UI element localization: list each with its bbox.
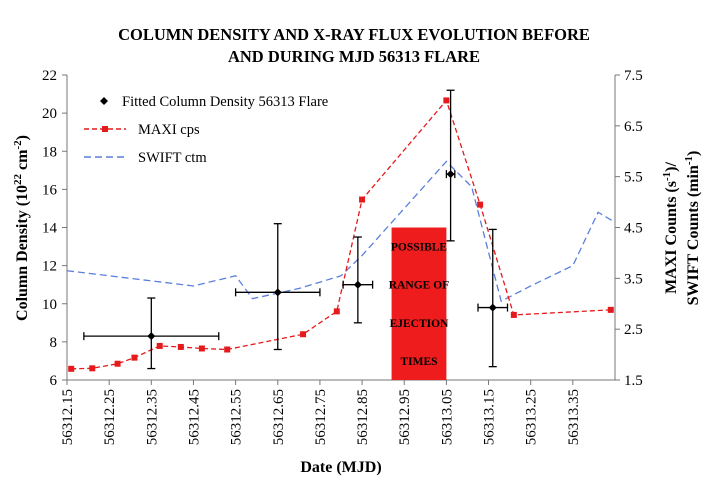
y-tick-label: 6 xyxy=(50,373,58,389)
chart-title-line-1: COLUMN DENSITY AND X-RAY FLUX EVOLUTION … xyxy=(118,25,590,44)
x-tick-label: 56312.15 xyxy=(60,389,76,445)
swift-line xyxy=(66,160,616,303)
x-tick-label: 56313.15 xyxy=(482,389,498,445)
y2-tick-label: 1.5 xyxy=(624,373,643,389)
x-tick-label: 56312.75 xyxy=(313,389,329,445)
column-density-point xyxy=(477,228,509,368)
maxi-point xyxy=(89,365,96,372)
y2-tick-label: 3.5 xyxy=(624,271,643,287)
chart-title-line-2: AND DURING MJD 56313 FLARE xyxy=(228,47,480,66)
y2-tick-label: 6.5 xyxy=(624,119,643,135)
legend-label-maxi: MAXI cps xyxy=(138,122,200,138)
y-tick-label: 8 xyxy=(50,335,58,351)
ejection-label-line-3: EJECTION xyxy=(390,318,449,330)
maxi-point xyxy=(607,306,614,313)
swift-series xyxy=(66,160,616,303)
x-tick-label: 56312.85 xyxy=(355,389,371,445)
column-density-point xyxy=(342,236,374,324)
diamond-marker xyxy=(147,332,156,341)
y-tick-label: 22 xyxy=(42,68,57,84)
x-tick-label: 56312.45 xyxy=(186,389,202,445)
legend-label-column-density: Fitted Column Density 56313 Flare xyxy=(122,94,328,110)
maxi-point xyxy=(443,97,450,104)
x-tick-label: 56313.35 xyxy=(566,389,582,445)
legend: Fitted Column Density 56313 Flare MAXI c… xyxy=(84,94,328,166)
y2-tick-label: 7.5 xyxy=(624,68,643,84)
maxi-point xyxy=(224,346,231,353)
y-tick-label: 16 xyxy=(42,182,58,198)
x-tick-label: 56313.05 xyxy=(439,389,455,445)
y2-tick-label: 4.5 xyxy=(624,221,643,237)
y-axis-ticks: 6 8 10 12 14 16 18 20 22 xyxy=(42,68,67,389)
x-tick-label: 56313.25 xyxy=(524,389,540,445)
plot-area xyxy=(66,75,616,381)
x-axis-ticks: 56312.15 56312.25 56312.35 56312.45 56312.55… xyxy=(60,380,582,445)
ejection-label-line-2: RANGE OF xyxy=(389,280,449,292)
maxi-point xyxy=(198,345,205,352)
x-tick-label: 56312.65 xyxy=(271,389,287,445)
y-axis-label: Column Density (1022 cm-2) xyxy=(12,135,31,321)
x-tick-label: 56312.95 xyxy=(397,389,413,445)
maxi-point xyxy=(156,342,163,349)
y-tick-label: 12 xyxy=(42,259,57,275)
maxi-point xyxy=(68,365,75,372)
diamond-marker xyxy=(446,170,455,179)
y2-axis-label-line-2: SWIFT Counts (min-1) xyxy=(683,151,702,306)
maxi-point xyxy=(477,201,484,208)
y2-axis-label-line-1: MAXI Counts (s-1)/ xyxy=(661,162,680,294)
y2-axis-ticks: 1.5 2.5 3.5 4.5 5.5 6.5 7.5 xyxy=(615,68,643,389)
ejection-range-box xyxy=(391,227,447,380)
y-tick-label: 10 xyxy=(42,297,57,313)
legend-diamond-marker xyxy=(100,97,108,105)
maxi-point xyxy=(131,354,138,361)
x-tick-label: 56312.25 xyxy=(102,389,118,445)
maxi-point xyxy=(333,308,340,315)
diamond-marker xyxy=(353,280,362,289)
maxi-line xyxy=(71,99,611,370)
diamond-marker xyxy=(488,303,497,312)
maxi-point xyxy=(114,360,121,367)
ejection-range-label: POSSIBLE RANGE OF EJECTION TIMES xyxy=(389,242,449,368)
diamond-marker xyxy=(273,288,282,297)
y2-tick-label: 2.5 xyxy=(624,322,643,338)
column-density-series xyxy=(83,89,509,370)
ejection-label-line-1: POSSIBLE xyxy=(391,242,448,254)
x-axis-label: Date (MJD) xyxy=(300,459,381,476)
x-tick-label: 56312.35 xyxy=(144,389,160,445)
legend-maxi-marker xyxy=(102,126,108,132)
y-tick-label: 14 xyxy=(42,221,58,237)
y-tick-label: 20 xyxy=(42,106,57,122)
maxi-point xyxy=(510,311,517,318)
y2-tick-label: 5.5 xyxy=(624,170,643,186)
maxi-point xyxy=(300,331,307,338)
legend-label-swift: SWIFT ctm xyxy=(138,150,207,166)
maxi-point xyxy=(177,343,184,350)
column-density-point xyxy=(83,297,220,370)
maxi-series xyxy=(68,97,614,372)
ejection-label-line-4: TIMES xyxy=(400,356,437,368)
column-density-point xyxy=(445,89,456,242)
column-density-point xyxy=(234,223,321,351)
maxi-point xyxy=(359,196,366,203)
y-tick-label: 18 xyxy=(42,144,57,160)
x-tick-label: 56312.55 xyxy=(229,389,245,445)
